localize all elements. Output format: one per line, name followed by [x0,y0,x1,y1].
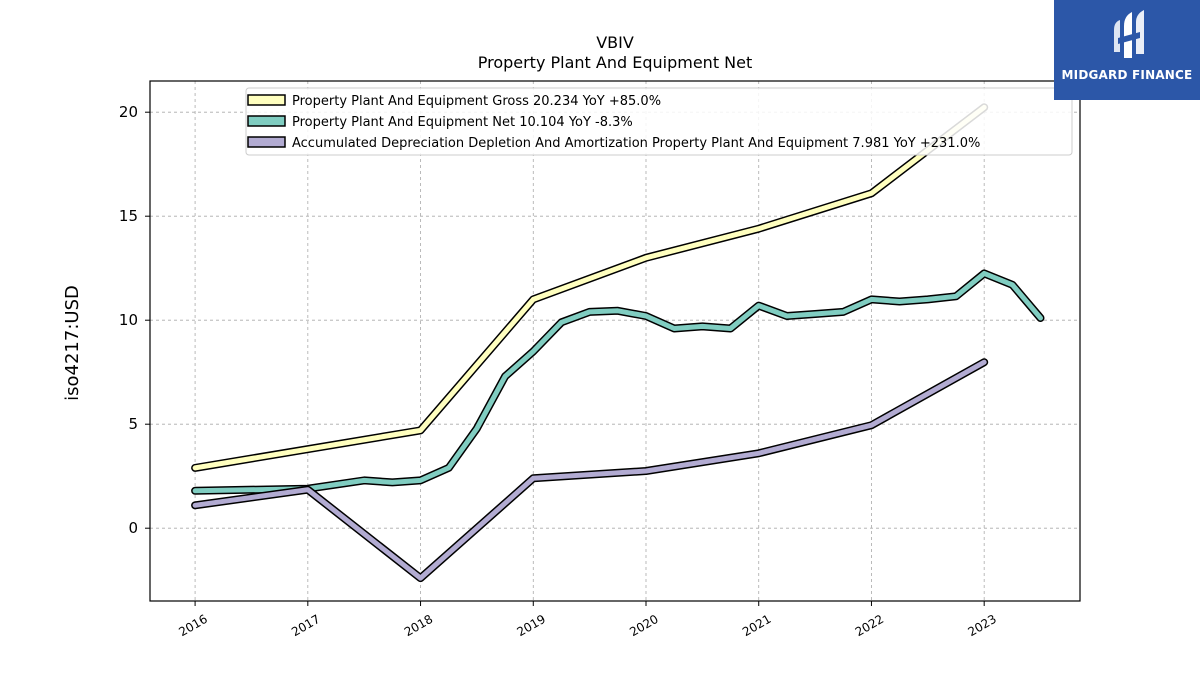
y-tick-label: 20 [119,103,138,121]
midgard-logo-icon [1114,10,1144,58]
grid [150,81,1080,601]
y-tick-label: 5 [128,415,138,433]
series-outline [191,269,1045,495]
series-1 [191,269,1045,495]
legend-label: Property Plant And Equipment Gross 20.23… [292,94,661,109]
x-tick-label: 2023 [965,612,998,639]
y-axis-ticks: 0 5 10 15 20 [119,103,150,537]
x-tick-label: 2018 [402,612,435,639]
x-tick-label: 2017 [289,612,322,639]
series-0 [191,103,989,472]
brand-name: MIDGARD FINANCE [1061,68,1193,82]
legend-item[interactable]: Property Plant And Equipment Gross 20.23… [247,94,661,109]
x-tick-label: 2016 [176,612,209,639]
series-lines [191,103,1045,583]
y-axis-label: iso4217:USD [62,285,83,401]
y-tick-label: 15 [119,207,138,225]
legend-label: Accumulated Depreciation Depletion And A… [292,136,980,151]
legend-swatch [247,115,286,127]
x-tick-label: 2019 [515,612,548,639]
x-tick-label: 2020 [627,612,660,639]
legend-frame [245,87,1073,156]
legend-label: Property Plant And Equipment Net 10.104 … [292,115,633,130]
y-tick-label: 0 [128,519,138,537]
legend-item[interactable]: Property Plant And Equipment Net 10.104 … [247,115,633,130]
legend-swatch [247,136,286,148]
series-line [192,270,1043,494]
chart-subtitle: Property Plant And Equipment Net [478,53,753,72]
legend-swatch [247,94,286,106]
series-line [192,359,987,581]
chart-title: VBIV [596,33,634,52]
series-line [192,104,987,471]
x-axis-ticks: 2016 2017 2018 2019 2020 2021 2022 2023 [176,601,999,639]
series-2 [191,358,989,583]
y-tick-label: 10 [119,311,138,329]
brand-logo: MIDGARD FINANCE [1054,0,1200,100]
series-outline [191,358,989,583]
plot-frame [149,80,1081,602]
series-outline [191,103,989,472]
legend-item[interactable]: Accumulated Depreciation Depletion And A… [247,136,980,151]
legend[interactable]: Property Plant And Equipment Gross 20.23… [245,87,1073,156]
x-tick-label: 2022 [853,612,886,639]
x-tick-label: 2021 [740,612,773,639]
